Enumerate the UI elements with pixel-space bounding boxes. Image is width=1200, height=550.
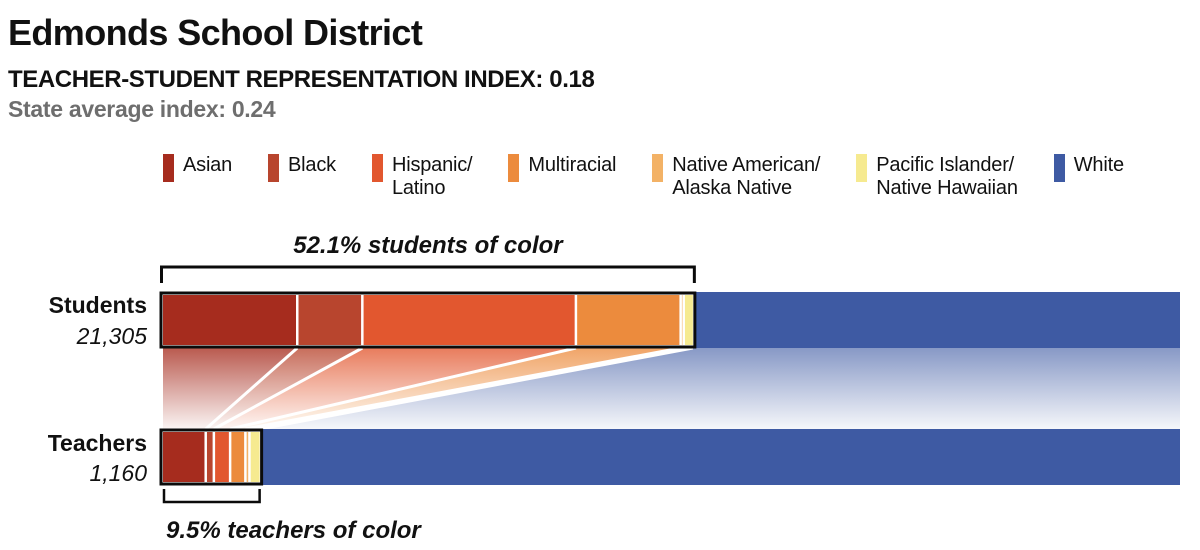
legend-label-native-american-alaska-native: Native American/ Alaska Native <box>672 154 821 199</box>
students-row-label: Students <box>49 292 147 318</box>
legend-label-white: White <box>1073 154 1124 176</box>
representation-index-line: TEACHER-STUDENT REPRESENTATION INDEX: 0.… <box>8 66 595 94</box>
legend-label-asian: Asian <box>183 154 233 176</box>
teachers-segment-native-american-alaska-native <box>245 432 250 482</box>
connector-separator <box>229 346 577 431</box>
legend-item-hispanic-latino: Hispanic/ Latino <box>371 154 473 200</box>
connector-separator <box>259 346 694 431</box>
legend-item-black: Black <box>268 154 336 200</box>
teachers-segment-multiracial <box>230 432 246 482</box>
legend-swatch-multiracial <box>508 154 520 182</box>
legend-swatch-asian <box>163 154 174 182</box>
legend-item-asian: Asian <box>163 154 232 200</box>
legend-item-multiracial: Multiracial <box>508 154 616 200</box>
students-of-color-bracket <box>160 265 696 283</box>
connector-separator <box>213 346 364 431</box>
teachers-segment-pacific-islander-native-hawaiian <box>249 432 260 482</box>
legend-label-pacific-islander-native-hawaiian: Pacific Islander/ Native Hawaiian <box>876 154 1018 199</box>
connector-asian <box>163 348 298 429</box>
legend-label-multiracial: Multiracial <box>528 154 617 176</box>
legend-swatch-native-american-alaska-native <box>652 154 664 182</box>
teachers-segment-hispanic-latino <box>213 432 231 482</box>
state-average-value: 0.24 <box>231 96 276 122</box>
legend-label-hispanic-latino: Hispanic/ Latino <box>391 154 473 199</box>
teachers-of-color-frame <box>159 428 264 486</box>
connector-white <box>259 348 1180 429</box>
students-segment-pacific-islander-native-hawaiian <box>683 295 693 345</box>
page-title: Edmonds School District <box>8 12 423 53</box>
teachers-of-color-annotation: 9.5% teachers of color <box>166 517 422 544</box>
legend-item-pacific-islander-native-hawaiian: Pacific Islander/ Native Hawaiian <box>856 154 1018 200</box>
teachers-segment-asian <box>163 432 206 482</box>
teachers-count: 1,160 <box>89 460 147 486</box>
students-of-color-frame <box>159 291 697 349</box>
teachers-of-color-bracket <box>162 489 261 504</box>
index-value: 0.18 <box>549 66 595 93</box>
students-segment-hispanic-latino <box>362 295 576 345</box>
legend-swatch-black <box>268 154 280 182</box>
students-segment-black <box>297 295 363 345</box>
legend-swatch-hispanic-latino <box>371 154 383 182</box>
teachers-segment-black <box>205 432 214 482</box>
index-label: TEACHER-STUDENT REPRESENTATION INDEX: <box>8 66 543 93</box>
students-segment-native-american-alaska-native <box>680 295 684 345</box>
teachers-segment-white <box>261 429 1180 485</box>
state-average-line: State average index: 0.24 <box>8 96 276 123</box>
legend-swatch-pacific-islander-native-hawaiian <box>856 154 868 182</box>
legend-label-black: Black <box>288 154 336 176</box>
connector-separator <box>249 346 684 431</box>
students-segment-multiracial <box>575 295 681 345</box>
legend: Asian Black Hispanic/ Latino Multiracial Nat… <box>163 154 1124 200</box>
connector-separator <box>204 346 299 431</box>
state-average-label: State average index: <box>8 96 226 122</box>
students-of-color-annotation: 52.1% students of color <box>293 232 564 259</box>
students-segment-asian <box>163 295 298 345</box>
legend-item-native-american-alaska-native: Native American/ Alaska Native <box>652 154 820 200</box>
legend-swatch-white <box>1053 154 1065 182</box>
legend-item-white: White <box>1053 154 1124 200</box>
teachers-row-label: Teachers <box>48 430 147 456</box>
students-count: 21,305 <box>76 323 148 349</box>
students-segment-white <box>694 292 1180 348</box>
